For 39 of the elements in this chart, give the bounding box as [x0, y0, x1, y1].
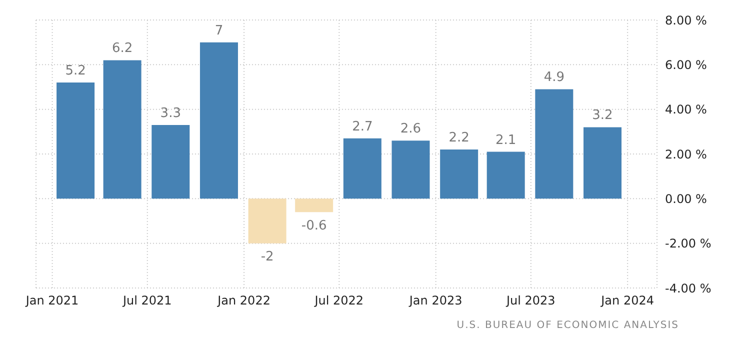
y-tick-label: 6.00 %	[665, 58, 707, 72]
bar	[103, 60, 142, 199]
y-tick-label: 2.00 %	[665, 147, 707, 162]
y-tick-label: 4.00 %	[665, 102, 707, 117]
bar	[295, 198, 334, 212]
data-label: -2	[260, 250, 274, 265]
x-tick-label: Jan 2024	[600, 294, 654, 308]
text: U.S. BUREAU OF ECONOMIC ANALYSIS	[456, 320, 679, 331]
data-label: -0.6	[301, 218, 327, 234]
data-label: 6.2	[112, 41, 133, 56]
bar	[152, 124, 190, 199]
x-tick-label: Jan 2021	[24, 294, 79, 308]
x-tick-label: Jul 2023	[505, 294, 556, 308]
data-label: 2.7	[352, 119, 373, 134]
x-tick-label: Jan 2022	[216, 294, 270, 308]
data-label: 2.2	[448, 130, 470, 146]
bar	[584, 127, 622, 199]
x-tick-label: Jul 2021	[122, 294, 172, 308]
x-tick-label: Jan 2023	[408, 294, 462, 308]
y-tick-label: -2.00 %	[665, 236, 712, 251]
bar	[440, 150, 478, 199]
data-label: 3.3	[160, 106, 181, 121]
bar	[200, 42, 238, 199]
bar	[248, 198, 286, 244]
y-tick-label: 8.00 %	[665, 13, 707, 28]
y-tick-label: 0.00 %	[665, 192, 707, 206]
data-label: 4.9	[544, 70, 565, 86]
bar	[486, 152, 525, 199]
data-label: 3.2	[592, 108, 613, 124]
bar	[343, 138, 382, 199]
data-label: 2.1	[495, 132, 516, 148]
x-tick-label: Jul 2022	[314, 294, 364, 308]
bar	[535, 89, 574, 199]
data-label: 2.6	[400, 122, 422, 137]
data-label: 5.2	[65, 64, 86, 79]
bar	[392, 140, 430, 199]
y-tick-label: -4.00 %	[665, 281, 712, 296]
bar	[56, 82, 95, 199]
data-label: 7	[214, 23, 224, 38]
